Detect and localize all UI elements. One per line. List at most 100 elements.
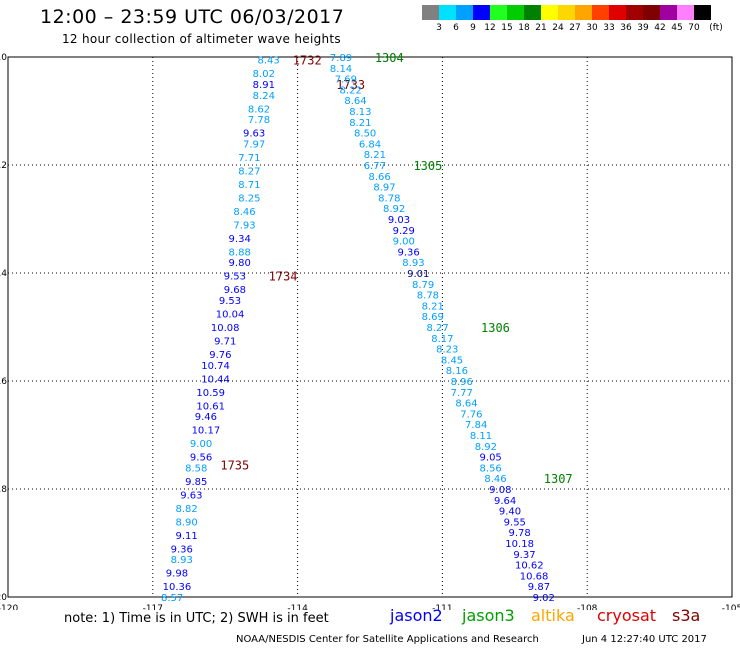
wave-height-value: 9.29	[393, 226, 415, 237]
wave-height-value: 9.56	[190, 453, 212, 464]
wave-height-value: 9.36	[397, 247, 419, 258]
color-swatch	[575, 5, 592, 20]
pass-time-label: 1735	[220, 459, 249, 473]
wave-height-value: 8.88	[229, 247, 251, 258]
color-swatch	[490, 5, 507, 20]
wave-height-value: 10.36	[163, 582, 192, 593]
legend-item-s3a: s3a	[672, 606, 701, 625]
wave-height-value: 8.50	[354, 129, 376, 140]
color-scale-label: 15	[501, 23, 513, 33]
pass-time-label: 1734	[269, 270, 298, 284]
wave-height-value: 8.92	[383, 204, 405, 215]
color-swatch	[507, 5, 524, 20]
wave-height-value: 9.63	[180, 490, 202, 501]
wave-height-value: 9.00	[393, 237, 415, 248]
wave-height-value: 7.76	[460, 409, 482, 420]
color-scale-label: 45	[671, 23, 683, 33]
color-swatch	[439, 5, 456, 20]
pass-time-label: 1304	[375, 51, 404, 65]
generated-timestamp: Jun 4 12:27:40 UTC 2017	[582, 634, 707, 645]
wave-height-value: 10.62	[515, 561, 544, 572]
latitude-tick-label: -20	[0, 593, 7, 603]
color-scale-unit: (ft)	[709, 23, 723, 33]
wave-height-value: 9.76	[209, 350, 231, 361]
wave-height-value: 9.98	[166, 569, 188, 580]
legend-item-jason2: jason2	[390, 606, 443, 625]
map-subtitle: 12 hour collection of altimeter wave hei…	[62, 32, 341, 46]
wave-height-value: 8.24	[253, 91, 275, 102]
wave-height-value: 8.57	[161, 593, 183, 604]
credit-line: NOAA/NESDIS Center for Satellite Applica…	[236, 634, 539, 645]
wave-height-value: 8.46	[233, 207, 255, 218]
wave-height-value: 8.02	[253, 69, 275, 80]
wave-height-value: 9.40	[499, 507, 521, 518]
latitude-tick-label: -10	[0, 53, 7, 63]
wave-height-value: 8.21	[364, 150, 386, 161]
wave-height-value: 9.00	[190, 439, 212, 450]
wave-height-value: 8.45	[441, 355, 463, 366]
color-scale-label: 6	[453, 23, 459, 33]
longitude-tick-label: -108	[577, 604, 598, 610]
wave-height-value: 10.59	[196, 388, 225, 399]
wave-height-value: 8.11	[470, 431, 492, 442]
wave-height-value: 8.27	[426, 323, 448, 334]
map-title: 12:00 – 23:59 UTC 06/03/2017	[40, 6, 345, 28]
wave-height-value: 10.68	[520, 571, 549, 582]
wave-height-value: 8.64	[455, 399, 477, 410]
wave-height-value: 8.79	[412, 280, 434, 291]
legend-item-cryosat: cryosat	[597, 606, 657, 625]
wave-height-value: 10.18	[505, 539, 534, 550]
wave-height-value: 8.69	[422, 312, 444, 323]
wave-height-value: 9.03	[388, 215, 410, 226]
legend-item-jason3: jason3	[462, 606, 515, 625]
color-scale-label: 33	[603, 23, 615, 33]
wave-height-value: 10.74	[201, 361, 230, 372]
longitude-tick-label: -114	[287, 604, 308, 610]
color-scale-label: 42	[654, 23, 666, 33]
wave-height-value: 9.08	[489, 485, 511, 496]
wave-height-value: 8.56	[480, 463, 502, 474]
color-swatch	[592, 5, 609, 20]
color-swatch	[524, 5, 541, 20]
wave-height-value: 7.77	[451, 388, 473, 399]
color-scale-label: 24	[552, 23, 564, 33]
color-scale-label: 30	[586, 23, 598, 33]
wave-height-value: 10.04	[216, 310, 245, 321]
color-swatch	[422, 5, 439, 20]
wave-height-value: 8.23	[436, 345, 458, 356]
color-scale-label: 36	[620, 23, 632, 33]
wave-height-value: 9.78	[508, 528, 530, 539]
wave-height-value: 9.36	[171, 544, 193, 555]
wave-height-value: 8.14	[330, 64, 352, 75]
wave-height-value: 10.44	[201, 374, 230, 385]
longitude-tick-label: -117	[143, 604, 163, 610]
wave-height-value: 9.11	[175, 531, 197, 542]
wave-height-value: 7.97	[243, 139, 265, 150]
wave-height-value: 8.66	[369, 172, 391, 183]
wave-height-value: 8.91	[253, 80, 275, 91]
color-scale-label: 27	[569, 23, 581, 33]
color-scale-label: 21	[535, 23, 547, 33]
wave-height-value: 8.90	[175, 517, 197, 528]
wave-height-value: 8.96	[451, 377, 473, 388]
wave-height-value: 8.43	[258, 56, 280, 67]
wave-height-value: 9.64	[494, 496, 516, 507]
wave-height-value: 9.68	[224, 285, 246, 296]
wave-height-value: 9.55	[504, 517, 526, 528]
wave-height-value: 8.78	[378, 193, 400, 204]
wave-height-value: 8.97	[373, 183, 395, 194]
wave-height-value: 7.89	[330, 53, 352, 64]
wave-height-value: 8.92	[475, 442, 497, 453]
wave-height-value: 10.08	[211, 323, 240, 334]
wave-height-value: 9.63	[243, 129, 265, 140]
latitude-tick-label: -14	[0, 269, 7, 279]
color-scale-label: 39	[637, 23, 649, 33]
color-scale-label: 3	[436, 23, 442, 33]
latitude-tick-label: -18	[0, 485, 7, 495]
wave-height-value: 8.21	[422, 301, 444, 312]
wave-height-value: 10.61	[196, 401, 225, 412]
pass-time-label: 1307	[544, 472, 573, 486]
color-swatch	[660, 5, 677, 20]
wave-height-value: 7.84	[465, 420, 487, 431]
color-swatch	[541, 5, 558, 20]
